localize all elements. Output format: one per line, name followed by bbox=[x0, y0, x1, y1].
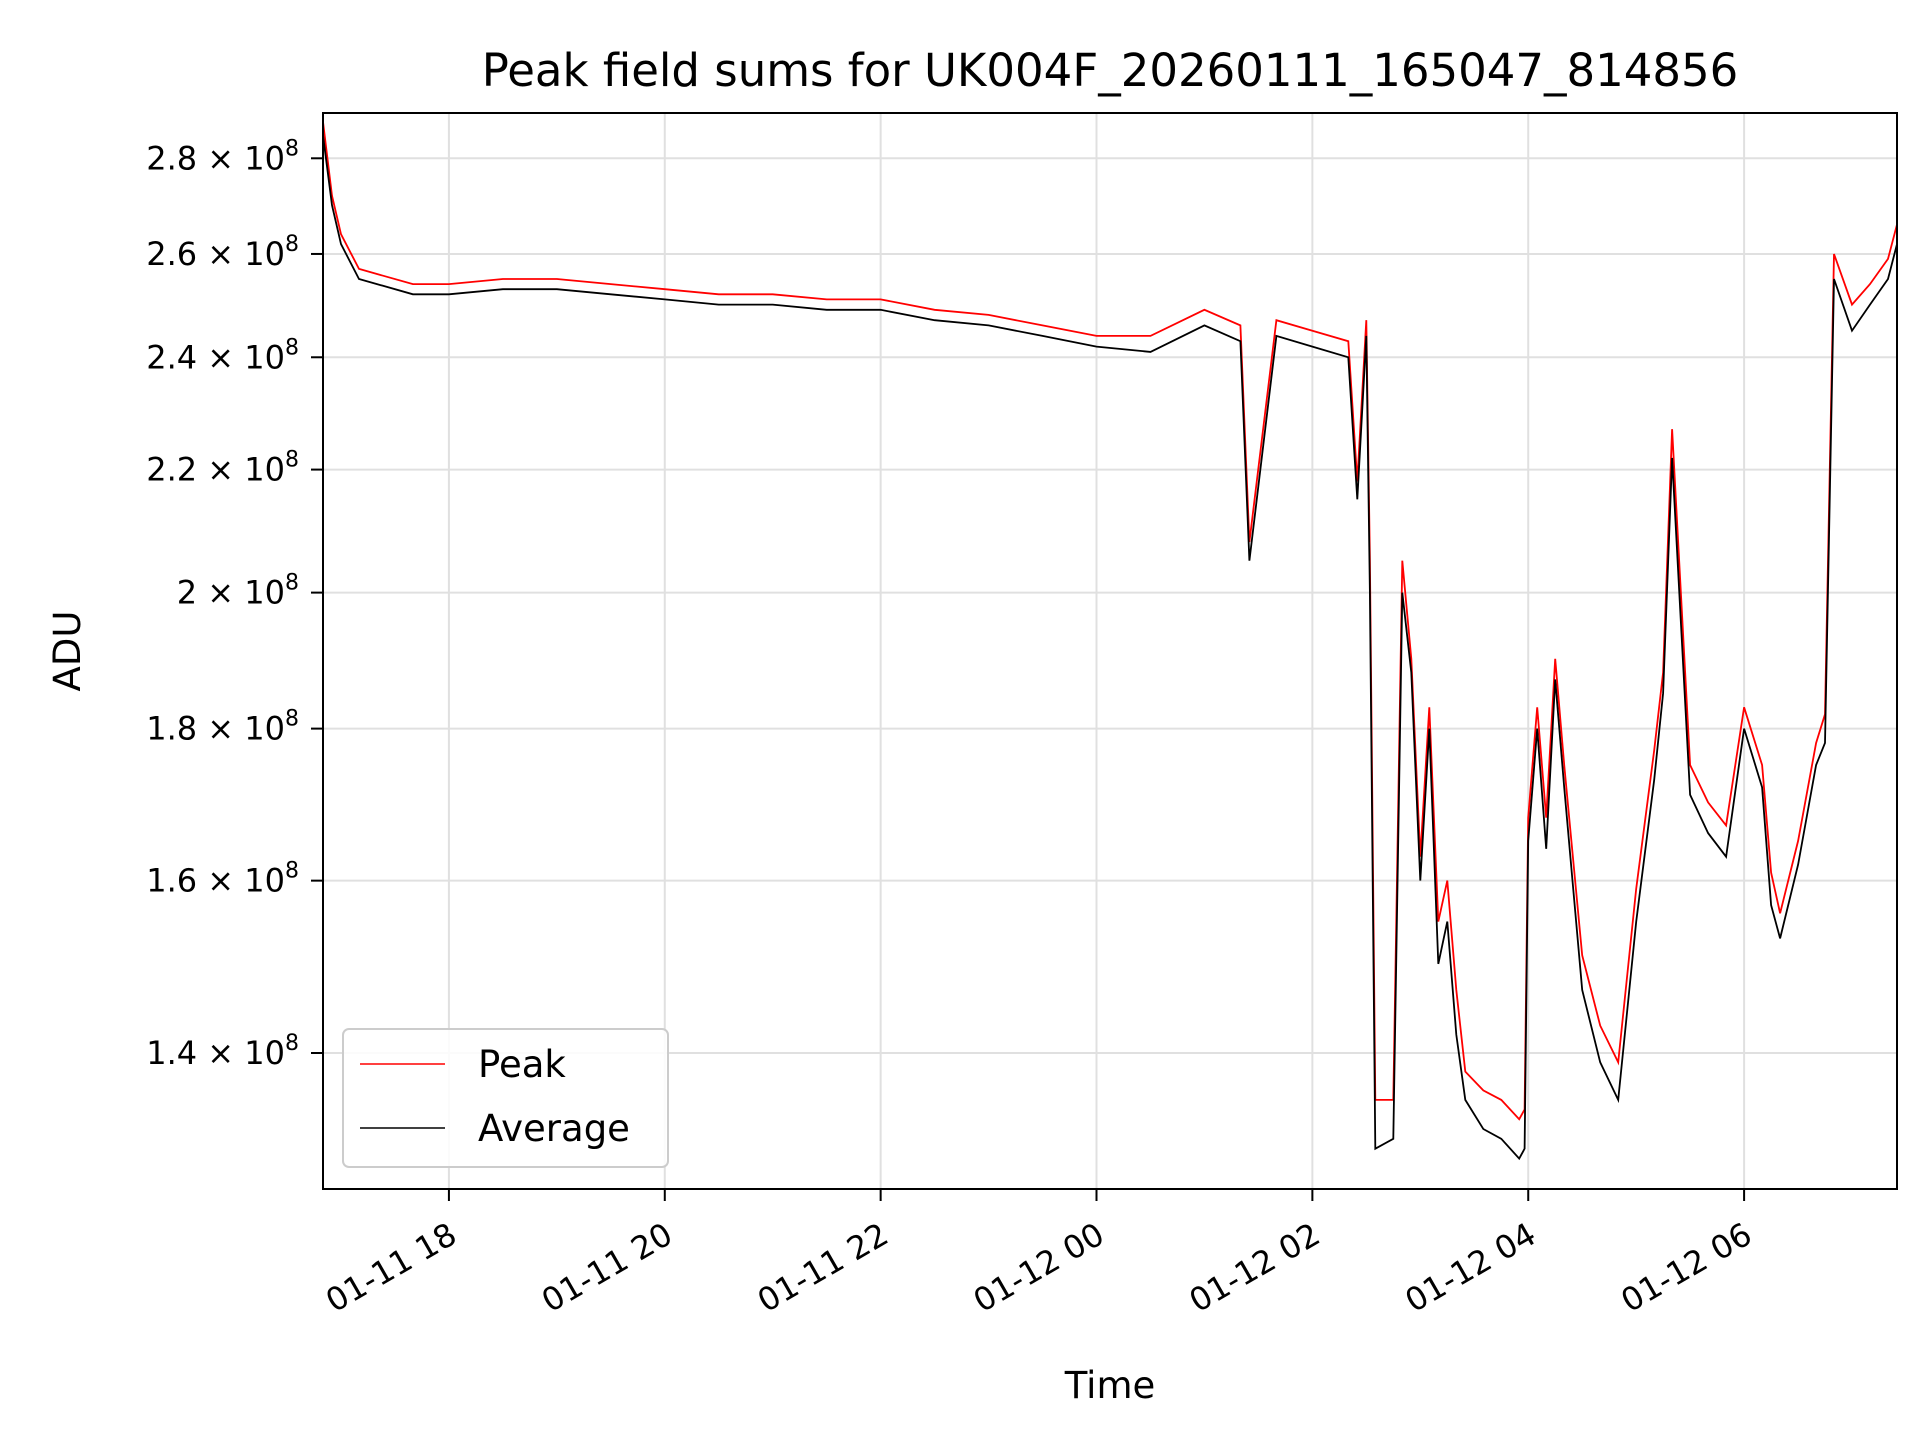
y-tick-label: 1.4 × 108 bbox=[146, 1031, 299, 1072]
y-tick-label: 2.4 × 108 bbox=[146, 335, 299, 376]
legend-average-label: Average bbox=[478, 1107, 630, 1150]
y-tick-label: 2.8 × 108 bbox=[146, 136, 299, 177]
y-axis-label: ADU bbox=[46, 611, 89, 692]
y-axis: 1.4 × 108 1.6 × 108 1.8 × 108 2 × 108 2.2 × … bbox=[146, 136, 323, 1072]
y-tick-label: 2 × 108 bbox=[177, 571, 299, 612]
series-peak-line bbox=[323, 121, 1897, 1121]
legend: Peak Average bbox=[342, 1028, 669, 1168]
plot-series bbox=[323, 121, 1897, 1161]
series-average-line bbox=[323, 135, 1897, 1161]
y-tick-label: 1.6 × 108 bbox=[146, 859, 299, 900]
chart-title: Peak field sums for UK004F_20260111_1650… bbox=[482, 44, 1739, 97]
y-tick-label: 2.6 × 108 bbox=[146, 232, 299, 273]
plot-frame bbox=[322, 112, 1898, 1190]
legend-peak-label: Peak bbox=[478, 1043, 566, 1086]
y-tick-label: 1.8 × 108 bbox=[146, 707, 299, 748]
y-tick-label: 2.2 × 108 bbox=[146, 448, 299, 489]
x-axis-label: Time bbox=[1064, 1364, 1156, 1407]
